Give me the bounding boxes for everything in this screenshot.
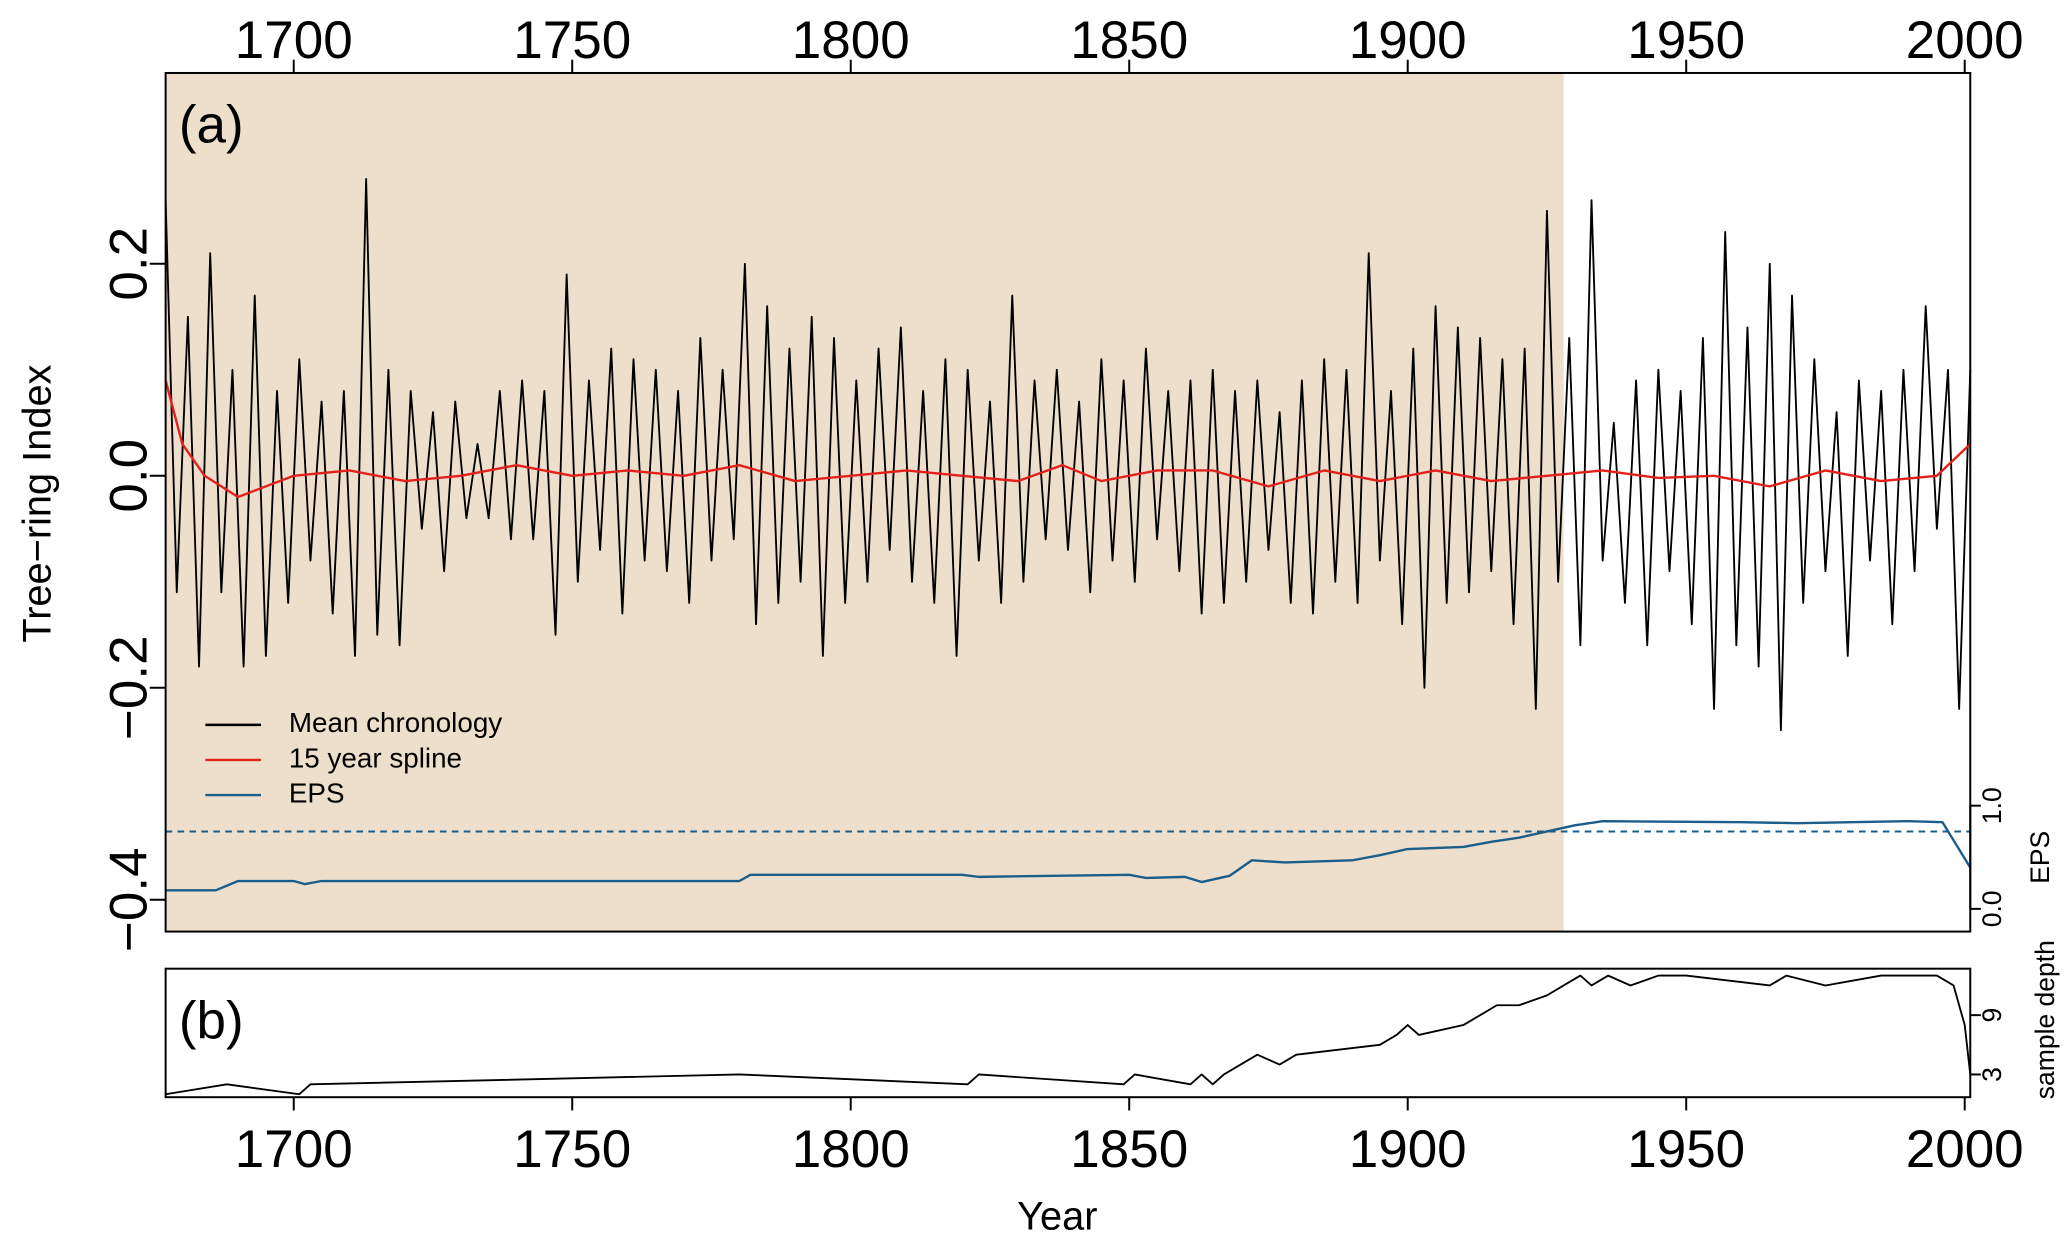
- plot-frame: [164, 967, 1972, 1099]
- y2-axis-label: sample depth: [2030, 940, 2060, 1099]
- y2-tick-label: 1.0: [1977, 787, 2007, 824]
- legend-label: 15 year spline: [289, 742, 462, 773]
- y2-tick-label: 9: [1977, 1008, 2007, 1023]
- x-tick-label: 1950: [1627, 1120, 1745, 1179]
- legend-label: EPS: [289, 777, 345, 808]
- y-tick-label: −0.4: [100, 847, 159, 952]
- x-tick-label: 1700: [235, 11, 353, 70]
- y-tick-label: 0.0: [100, 439, 159, 513]
- x-tick-label: 1750: [513, 11, 631, 70]
- panel-label: (a): [179, 96, 244, 155]
- x-tick-label: 1800: [792, 1120, 910, 1179]
- x-tick-label: 1900: [1349, 1120, 1467, 1179]
- y-tick-label: −0.2: [100, 635, 159, 740]
- shaded-period: [165, 72, 1564, 932]
- legend-label: Mean chronology: [289, 707, 502, 738]
- y2-tick-label: 3: [1977, 1067, 2007, 1082]
- x-tick-label: 1900: [1349, 11, 1467, 70]
- x-tick-label: 1800: [792, 11, 910, 70]
- x-tick-label: 1950: [1627, 11, 1745, 70]
- x-tick-label: 2000: [1906, 11, 2024, 70]
- series-line: [164, 178, 1972, 732]
- y2-axis-label: EPS: [2025, 831, 2055, 884]
- series-line: [165, 974, 1972, 1096]
- x-tick-label: 2000: [1906, 1120, 2024, 1179]
- y-tick-label: 0.2: [100, 227, 159, 301]
- x-tick-label: 1850: [1070, 1120, 1188, 1179]
- series-line: [164, 380, 1972, 499]
- x-tick-label: 1850: [1070, 11, 1188, 70]
- plot-frame: [164, 71, 1972, 933]
- y-axis-label: Tree−ring Index: [15, 364, 59, 642]
- series-line: [165, 819, 1972, 892]
- x-tick-label: 1700: [235, 1120, 353, 1179]
- y2-tick-label: 0.0: [1977, 890, 2007, 927]
- x-axis-label: Year: [1017, 1195, 1097, 1239]
- panel-label: (b): [179, 991, 244, 1050]
- x-tick-label: 1750: [513, 1120, 631, 1179]
